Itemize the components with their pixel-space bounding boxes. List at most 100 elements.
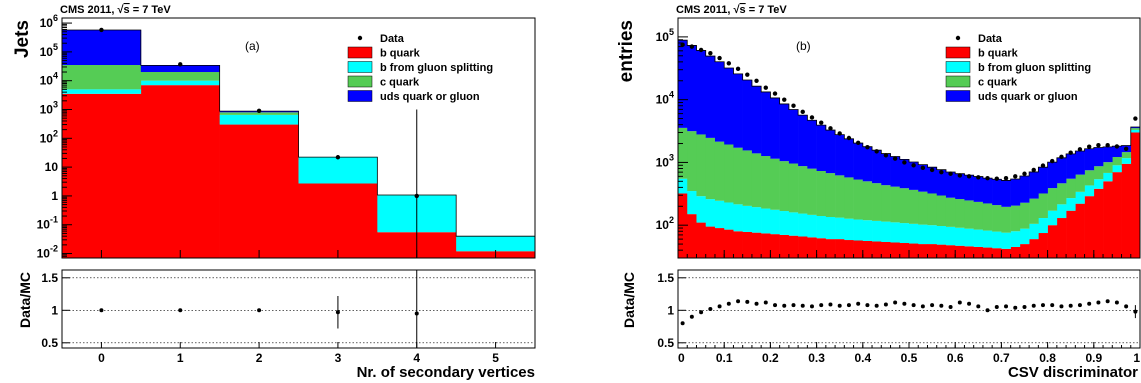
data-point-2	[256, 108, 262, 114]
bar-0-43	[1075, 203, 1085, 258]
bar-3-38	[1029, 171, 1039, 199]
data-point-5	[726, 61, 732, 66]
bar-0-40	[1047, 225, 1058, 258]
data-point-32	[976, 175, 981, 180]
ratio-point-43	[1077, 303, 1082, 308]
bar-2-30	[955, 199, 965, 228]
bar-0-6	[733, 231, 743, 258]
legend: Data b quark b from gluon splitting c quark…	[945, 33, 1091, 103]
x-tick-label-6: 0.6	[947, 351, 964, 365]
bar-0-39	[1038, 233, 1048, 258]
bar-2-3	[705, 137, 716, 200]
bar-2-18	[844, 177, 854, 219]
bar-0-0	[62, 93, 142, 258]
data-point-11	[782, 97, 787, 102]
ratio-points	[680, 299, 1138, 326]
bar-1-14	[807, 214, 817, 238]
tick-base: 1	[51, 189, 58, 203]
ratio-point-42	[1068, 303, 1073, 308]
bar-2-46	[1103, 162, 1113, 173]
chart-a: CMS 2011, √s = 7 TeV10-210-1110102103104…	[12, 4, 536, 381]
bar-1-4	[714, 200, 725, 229]
tick-base: 10	[40, 131, 54, 145]
bar-0-22	[881, 241, 891, 258]
bar-2-36	[1010, 205, 1021, 232]
bar-0-3	[298, 183, 378, 258]
bar-0-18	[844, 240, 854, 258]
x-axis-label: Nr. of secondary vertices	[357, 364, 535, 381]
bar-3-23	[890, 156, 901, 187]
panel-label: (a)	[245, 39, 260, 53]
tick-exp: 3	[669, 152, 674, 162]
ratio-point-24	[902, 301, 907, 306]
data-point-31	[966, 174, 972, 179]
x-tick-label-2: 2	[256, 351, 263, 365]
bar-3-49	[1130, 126, 1140, 129]
bar-3-2	[696, 50, 707, 135]
bar-0-8	[751, 232, 762, 258]
data-point-36	[1013, 174, 1018, 179]
bar-2-14	[807, 168, 817, 215]
bar-2-38	[1029, 198, 1039, 224]
y-tick-label-0: 102	[656, 215, 674, 232]
data-point-20	[865, 144, 870, 150]
stack-bars	[62, 27, 535, 258]
ratio-point-16	[828, 302, 833, 307]
ratio-point-31	[967, 301, 972, 306]
bar-1-34	[992, 231, 1002, 249]
stack-outline	[62, 29, 535, 258]
bar-1-25	[909, 223, 919, 244]
x-tick-label-1: 1	[177, 351, 184, 365]
bar-1-35	[1001, 232, 1011, 249]
ratio-point-34	[994, 305, 999, 310]
bar-1-18	[844, 218, 854, 241]
bar-0-48	[1121, 163, 1132, 258]
legend-swatch-1	[945, 46, 971, 59]
bar-1-1	[140, 80, 220, 86]
bar-2-17	[835, 175, 845, 218]
x-tick-label-3: 3	[335, 351, 342, 365]
bar-2-43	[1075, 174, 1085, 192]
bar-1-40	[1047, 210, 1058, 226]
bar-2-9	[761, 156, 771, 209]
bar-2-35	[1001, 206, 1011, 233]
legend-entry-4: uds quark or gluon	[380, 91, 480, 103]
bar-0-23	[890, 242, 901, 258]
bar-0-29	[945, 245, 956, 258]
data-point-16	[828, 126, 833, 131]
data-point-26	[920, 165, 926, 171]
x-tick-label-3: 0.3	[808, 351, 825, 365]
bar-1-41	[1056, 204, 1067, 219]
data-point-41	[1059, 154, 1064, 159]
bar-3-36	[1010, 178, 1021, 206]
bar-0-42	[1066, 210, 1076, 258]
bar-1-24	[899, 223, 910, 244]
bar-0-33	[982, 247, 993, 258]
bar-2-6	[733, 147, 743, 205]
data-point-34	[994, 176, 999, 181]
data-point-28	[939, 169, 944, 175]
bar-0-28	[936, 244, 947, 258]
data-point-0	[99, 27, 104, 33]
bar-2-2	[696, 134, 707, 197]
bar-2-49	[1130, 128, 1140, 130]
header-text: CMS 2011,	[60, 4, 117, 16]
bar-3-37	[1019, 175, 1030, 203]
bar-2-33	[982, 203, 993, 231]
bar-0-12	[788, 235, 799, 258]
x-tick-label-7: 0.7	[993, 351, 1010, 365]
header-text: CMS 2011,	[676, 4, 733, 16]
bar-0-0	[678, 193, 688, 258]
data-point-7	[745, 72, 750, 77]
bar-1-13	[798, 213, 808, 237]
bar-3-45	[1093, 147, 1104, 167]
legend-swatch-4	[945, 90, 971, 102]
bar-2-8	[751, 153, 762, 208]
data-point-24	[902, 160, 907, 165]
bar-2-41	[1056, 183, 1067, 205]
tick-base: 10	[656, 93, 670, 107]
legend-swatch-2	[347, 61, 373, 73]
bar-3-9	[761, 91, 771, 157]
bar-3-25	[909, 162, 919, 190]
tick-exp: -2	[50, 244, 58, 254]
